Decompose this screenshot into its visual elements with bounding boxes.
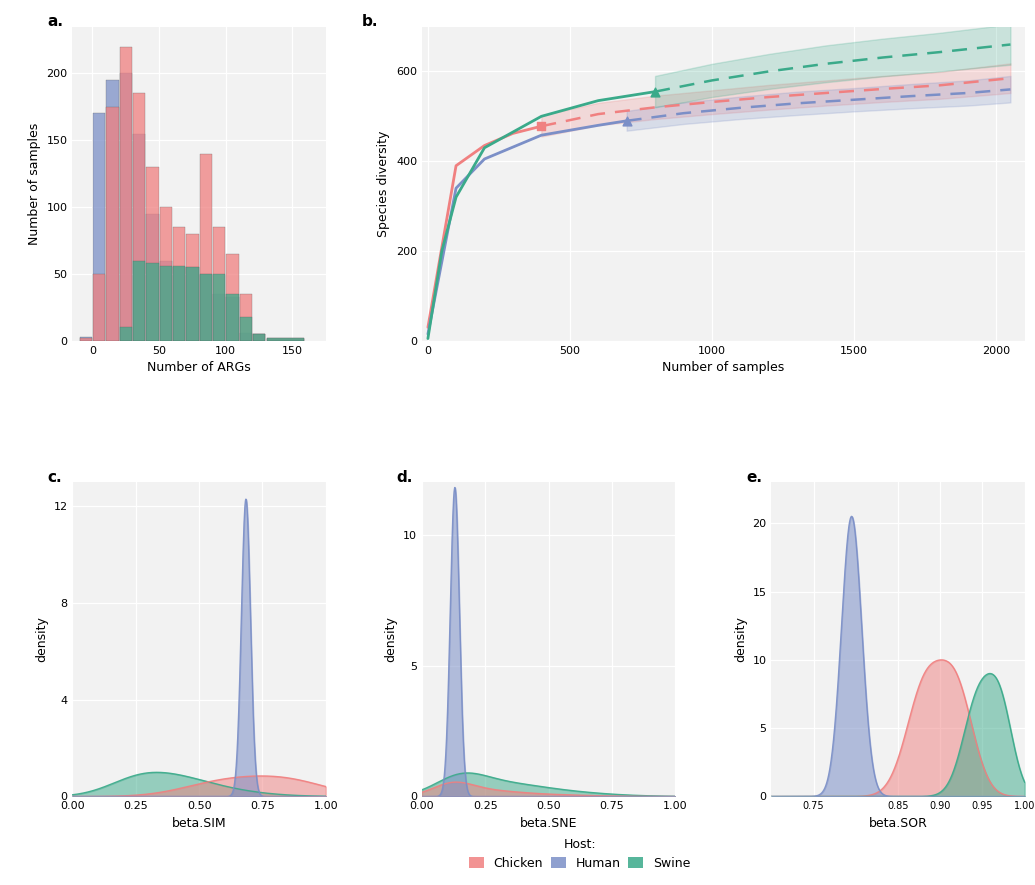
- Bar: [132, 260, 145, 341]
- X-axis label: Number of samples: Number of samples: [662, 361, 785, 374]
- Bar: [120, 47, 131, 341]
- Text: d.: d.: [396, 470, 413, 485]
- Text: a.: a.: [48, 14, 63, 29]
- Bar: [186, 267, 199, 341]
- Point: [647, 85, 663, 99]
- Bar: [173, 227, 185, 341]
- Bar: [120, 327, 131, 341]
- Bar: [186, 267, 199, 341]
- Bar: [200, 154, 212, 341]
- Bar: [107, 80, 119, 341]
- Bar: [80, 338, 92, 341]
- Bar: [227, 254, 238, 341]
- X-axis label: beta.SOR: beta.SOR: [868, 817, 927, 830]
- Bar: [173, 266, 185, 341]
- X-axis label: Number of ARGs: Number of ARGs: [147, 361, 250, 374]
- Bar: [80, 337, 92, 341]
- Bar: [159, 266, 172, 341]
- Bar: [159, 207, 172, 341]
- Bar: [213, 227, 226, 341]
- Y-axis label: density: density: [385, 617, 397, 662]
- Text: c.: c.: [48, 470, 62, 485]
- Bar: [159, 260, 172, 341]
- Y-axis label: density: density: [35, 617, 48, 662]
- Bar: [239, 294, 252, 341]
- Bar: [253, 335, 265, 341]
- X-axis label: beta.SIM: beta.SIM: [172, 817, 227, 830]
- Bar: [173, 267, 185, 341]
- Bar: [227, 294, 238, 341]
- Bar: [120, 73, 131, 341]
- Bar: [146, 214, 158, 341]
- Point: [533, 119, 550, 134]
- Bar: [253, 335, 265, 341]
- Bar: [227, 296, 238, 341]
- Bar: [267, 338, 304, 341]
- Bar: [213, 274, 226, 341]
- Legend: Chicken, Human, Swine: Chicken, Human, Swine: [469, 837, 690, 870]
- Text: e.: e.: [746, 470, 762, 485]
- Bar: [239, 317, 252, 341]
- Bar: [93, 113, 106, 341]
- Bar: [107, 107, 119, 341]
- Bar: [267, 338, 304, 341]
- Bar: [146, 167, 158, 341]
- Bar: [239, 333, 252, 341]
- Y-axis label: Species diversity: Species diversity: [378, 130, 390, 237]
- Y-axis label: density: density: [734, 617, 747, 662]
- X-axis label: beta.SNE: beta.SNE: [520, 817, 578, 830]
- Bar: [93, 274, 106, 341]
- Bar: [200, 274, 212, 341]
- Bar: [213, 294, 226, 341]
- Bar: [200, 274, 212, 341]
- Bar: [146, 263, 158, 341]
- Y-axis label: Number of samples: Number of samples: [28, 122, 41, 245]
- Bar: [186, 234, 199, 341]
- Text: b.: b.: [361, 14, 378, 29]
- Point: [618, 114, 634, 128]
- Bar: [253, 335, 265, 341]
- Bar: [132, 134, 145, 341]
- Bar: [267, 340, 304, 341]
- Bar: [132, 94, 145, 341]
